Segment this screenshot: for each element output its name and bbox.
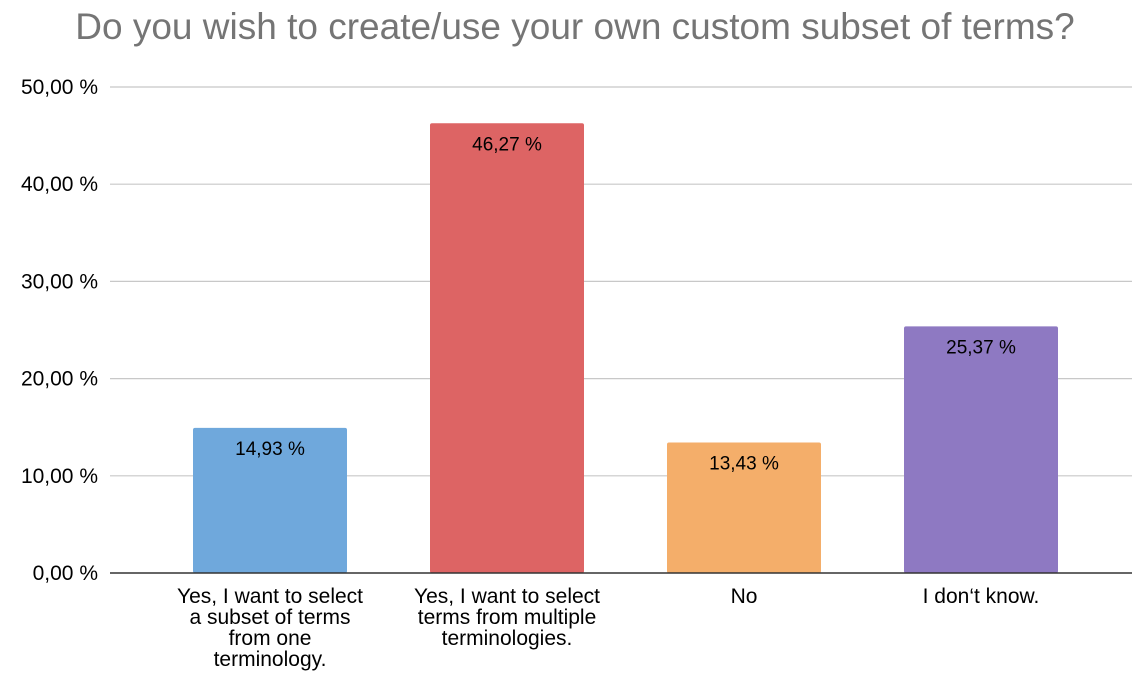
x-tick-label-line: terminologies.	[442, 627, 573, 650]
data-label: 14,93 %	[235, 439, 305, 460]
bar	[904, 326, 1058, 573]
y-axis-ticks: 0,00 % 10,00 % 20,00 % 30,00 % 40,00 % 50,00 …	[21, 76, 98, 585]
y-tick-label: 40,00 %	[21, 173, 98, 196]
y-tick-label: 0,00 %	[33, 562, 98, 585]
x-axis-ticks: Yes, I want to select a subset of terms fr…	[177, 585, 1039, 671]
bars	[193, 123, 1058, 573]
data-label: 46,27 %	[472, 134, 542, 155]
x-tick-label-line: terms from multiple	[418, 606, 597, 629]
data-labels: 14,93 % 46,27 % 13,43 % 25,37 %	[235, 134, 1016, 474]
bar	[667, 442, 821, 573]
x-tick-label-line: terminology.	[214, 648, 327, 671]
x-tick-label: I don‘t know.	[923, 585, 1040, 608]
y-tick-label: 20,00 %	[21, 368, 98, 391]
data-label: 13,43 %	[709, 453, 779, 474]
y-tick-label: 50,00 %	[21, 76, 98, 99]
chart-title: Do you wish to create/use your own custo…	[75, 6, 1075, 47]
x-tick-label-line: Yes, I want to select	[177, 585, 363, 608]
x-tick-label-line: a subset of terms	[189, 606, 350, 629]
data-label: 25,37 %	[946, 337, 1016, 358]
x-tick-label: No	[731, 585, 758, 608]
y-tick-label: 30,00 %	[21, 270, 98, 293]
bar	[430, 123, 584, 573]
x-tick-label-line: No	[731, 585, 758, 608]
x-tick-label: Yes, I want to select terms from multiple…	[414, 585, 600, 650]
y-tick-label: 10,00 %	[21, 465, 98, 488]
x-tick-label-line: I don‘t know.	[923, 585, 1040, 608]
x-tick-label: Yes, I want to select a subset of terms fr…	[177, 585, 363, 671]
bar	[193, 427, 347, 573]
x-tick-label-line: Yes, I want to select	[414, 585, 600, 608]
x-tick-label-line: from one	[229, 627, 312, 650]
